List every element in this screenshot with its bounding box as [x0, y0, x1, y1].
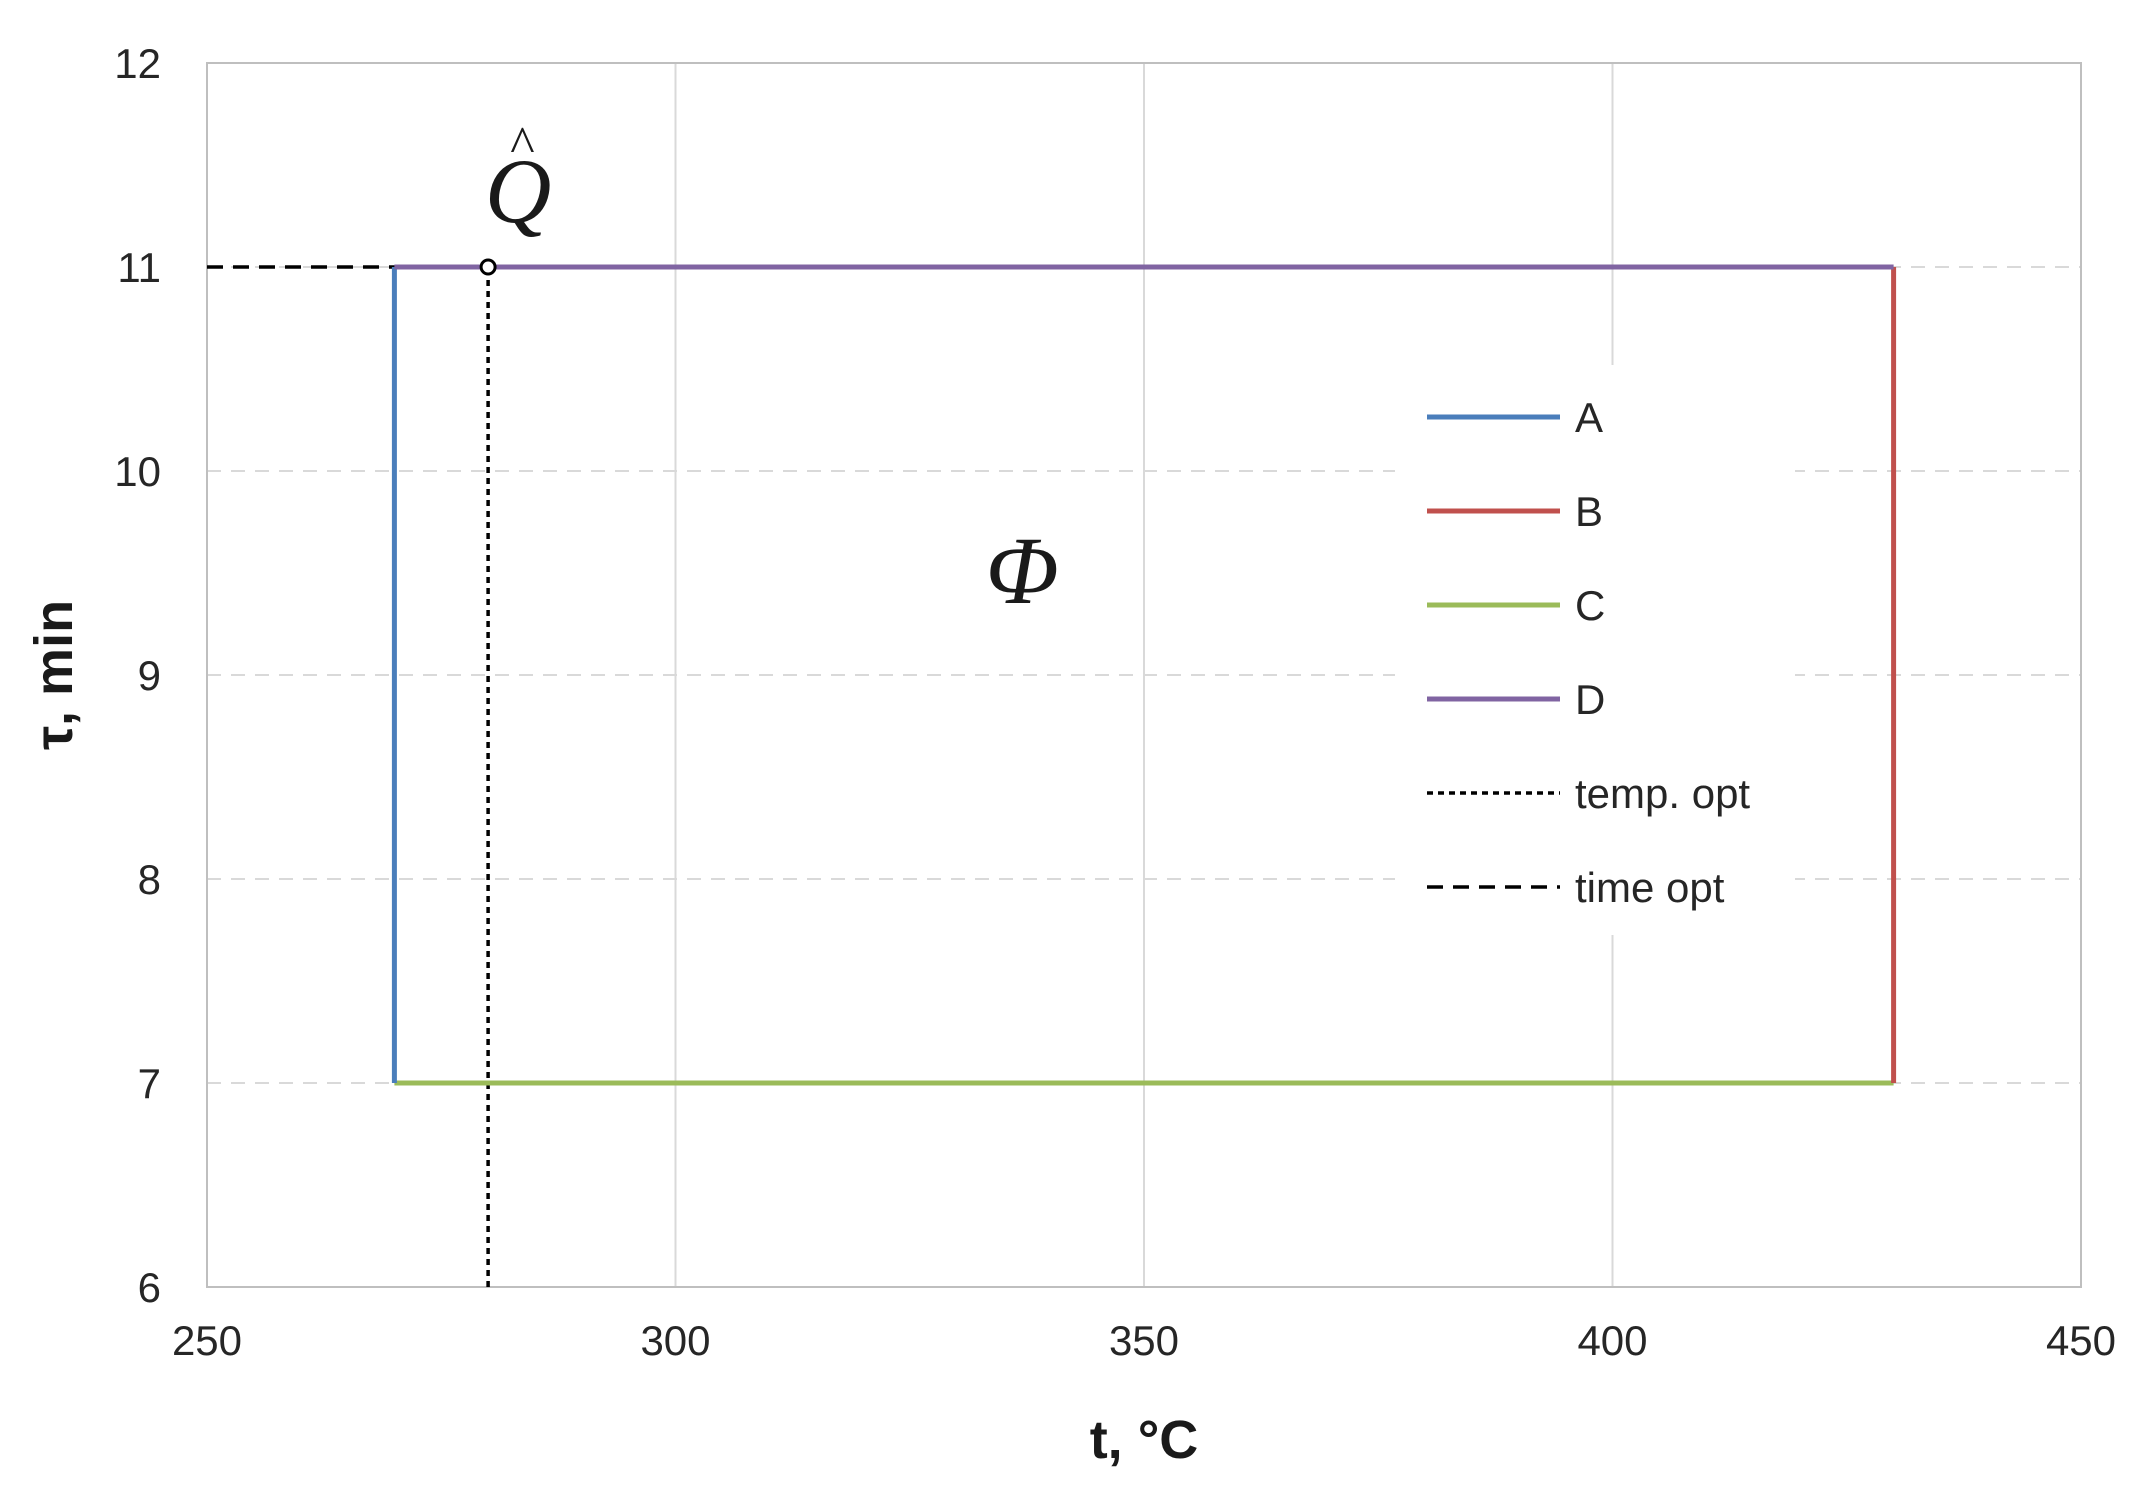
legend-background: [1395, 365, 1795, 935]
y-axis-title: τ, min: [24, 600, 84, 750]
series-layer: [207, 264, 1897, 1287]
tick-labels: 250 300 350 400 450 6 7 8 9 10 11 12: [114, 40, 2116, 1364]
x-tick-label: 350: [1109, 1317, 1179, 1364]
legend-label-time-opt: time opt: [1575, 864, 1725, 911]
feasible-region-label: Φ: [986, 517, 1059, 624]
x-axis-title: t, °C: [1090, 1410, 1199, 1470]
y-tick-label: 8: [138, 856, 161, 903]
x-tick-label: 400: [1577, 1317, 1647, 1364]
y-tick-label: 11: [117, 244, 161, 291]
plot-area-frame: [206, 62, 2082, 1288]
y-tick-label: 10: [114, 448, 161, 495]
x-tick-label: 250: [172, 1317, 242, 1364]
optimum-label: Q: [485, 140, 551, 242]
y-tick-label: 12: [114, 40, 161, 87]
optimum-hat: ^: [509, 117, 534, 174]
legend-label-temp-opt: temp. opt: [1575, 770, 1750, 817]
legend-label-c: C: [1575, 582, 1605, 629]
legend-label-a: A: [1575, 394, 1603, 441]
x-tick-label: 450: [2046, 1317, 2116, 1364]
y-tick-label: 7: [138, 1060, 161, 1107]
annotation-layer: Q^ Φ: [479, 117, 1059, 624]
optimum-point-marker: [479, 258, 497, 276]
legend-label-b: B: [1575, 488, 1603, 535]
y-tick-label: 6: [138, 1264, 161, 1311]
y-tick-label: 9: [138, 652, 161, 699]
legend-label-d: D: [1575, 676, 1605, 723]
x-tick-label: 300: [640, 1317, 710, 1364]
